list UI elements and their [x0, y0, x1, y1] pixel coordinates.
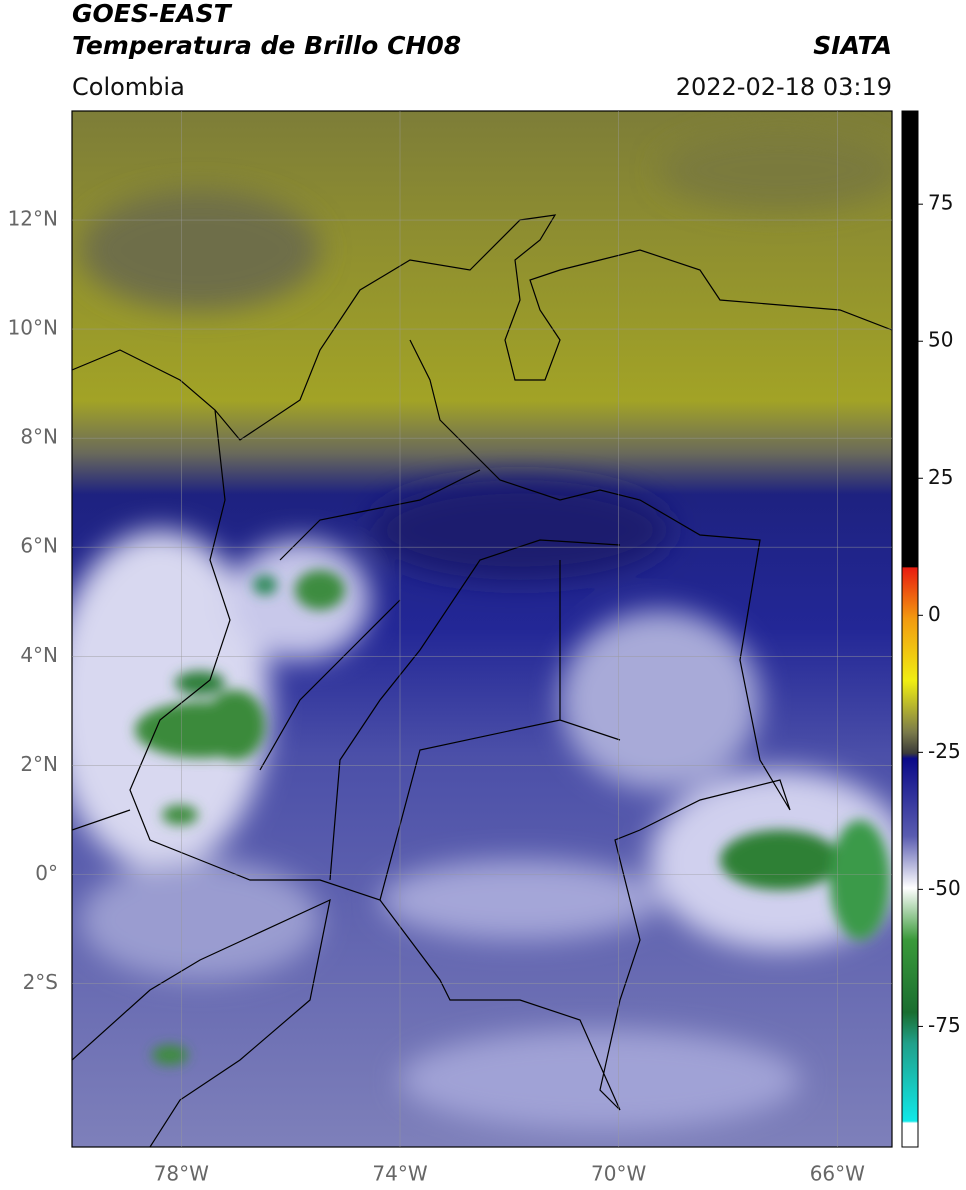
- y-tick-label: 10°N: [8, 316, 58, 340]
- map-frame: [71, 110, 893, 1148]
- x-tick-label: 74°W: [372, 1162, 427, 1186]
- y-tick-label: 12°N: [8, 207, 58, 231]
- source: SIATA: [813, 31, 892, 60]
- x-tick-label: 66°W: [810, 1162, 865, 1186]
- timestamp: 2022-02-18 03:19: [676, 73, 892, 101]
- satellite-image: [72, 111, 892, 1147]
- colorbar-tick-label: 50: [928, 328, 953, 352]
- x-tick-label: 78°W: [154, 1162, 209, 1186]
- title: GOES-EAST: [72, 0, 233, 28]
- y-tick-label: 2°N: [20, 752, 58, 776]
- region: Colombia: [72, 73, 185, 101]
- colorbar: [901, 110, 919, 1148]
- y-tick-label: 6°N: [20, 534, 58, 558]
- colorbar-tick-label: -50: [928, 876, 961, 900]
- colorbar-tick-label: 25: [928, 465, 953, 489]
- subtitle: Temperatura de Brillo CH08: [72, 31, 461, 60]
- x-tick-label: 70°W: [591, 1162, 646, 1186]
- y-tick-label: 0°: [35, 861, 58, 885]
- colorbar-tick-label: 0: [928, 602, 941, 626]
- y-tick-label: 4°N: [20, 643, 58, 667]
- y-tick-label: 8°N: [20, 425, 58, 449]
- colorbar-tick-label: 75: [928, 191, 953, 215]
- y-tick-label: 2°S: [23, 970, 58, 994]
- colorbar-tick-label: -25: [928, 739, 961, 763]
- colorbar-tick-label: -75: [928, 1013, 961, 1037]
